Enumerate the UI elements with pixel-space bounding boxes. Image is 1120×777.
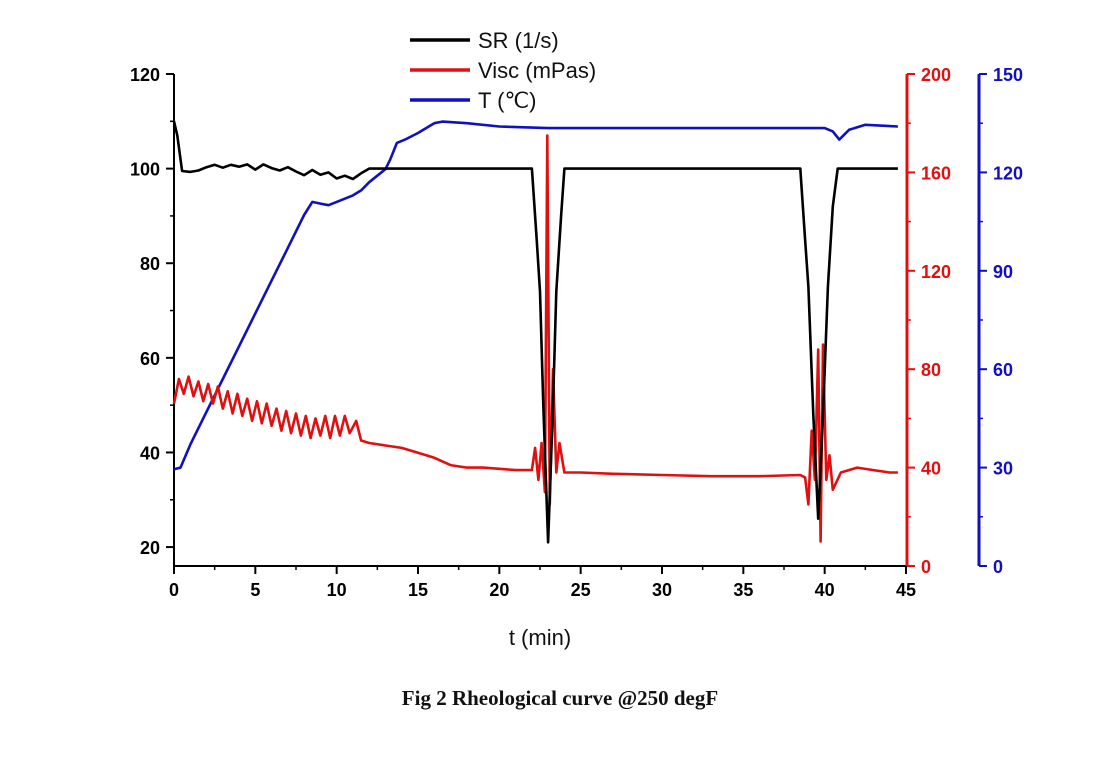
sr-series-line — [172, 121, 898, 544]
legend-label: T (℃) — [478, 88, 537, 113]
temp-tick-label: 30 — [993, 459, 1013, 479]
visc-tick-label: 40 — [921, 459, 941, 479]
legend: SR (1/s) Visc (mPas) T (℃) — [410, 28, 596, 113]
left-tick-label: 120 — [130, 65, 160, 85]
x-tick-label: 10 — [327, 580, 347, 600]
legend-label: SR (1/s) — [478, 28, 559, 53]
temp-tick-label: 120 — [993, 163, 1023, 183]
left-tick-label: 80 — [140, 254, 160, 274]
x-tick-label: 45 — [896, 580, 916, 600]
x-tick-label: 20 — [489, 580, 509, 600]
temp-tick-label: 60 — [993, 360, 1013, 380]
visc-tick-label: 120 — [921, 262, 951, 282]
legend-visc: Visc (mPas) — [410, 58, 596, 83]
temp-tick-label: 0 — [993, 557, 1003, 577]
legend-sr: SR (1/s) — [410, 28, 559, 53]
visc-tick-label: 160 — [921, 163, 951, 183]
temp-tick-label: 150 — [993, 65, 1023, 85]
x-tick-label: 25 — [571, 580, 591, 600]
axes-group: 0 5 10 15 20 25 30 35 40 45 20 40 60 80 100 120 0 40 80 120… — [130, 65, 1023, 600]
x-tick-label: 35 — [733, 580, 753, 600]
figure-caption: Fig 2 Rheological curve @250 degF — [402, 686, 718, 710]
left-tick-label: 100 — [130, 160, 160, 180]
visc-tick-label: 80 — [921, 360, 941, 380]
x-axis-label: t (min) — [509, 625, 571, 650]
x-tick-label: 15 — [408, 580, 428, 600]
legend-temp: T (℃) — [410, 88, 537, 113]
legend-label: Visc (mPas) — [478, 58, 596, 83]
x-tick-label: 30 — [652, 580, 672, 600]
x-tick-label: 0 — [169, 580, 179, 600]
x-tick-label: 5 — [250, 580, 260, 600]
left-tick-label: 20 — [140, 538, 160, 558]
left-tick-label: 60 — [140, 349, 160, 369]
left-tick-label: 40 — [140, 443, 160, 463]
visc-series-line — [172, 134, 898, 543]
visc-tick-label: 200 — [921, 65, 951, 85]
x-tick-label: 40 — [815, 580, 835, 600]
temp-tick-label: 90 — [993, 262, 1013, 282]
temp-series-line — [173, 120, 898, 471]
series-group — [172, 120, 898, 544]
visc-tick-label: 0 — [921, 557, 931, 577]
